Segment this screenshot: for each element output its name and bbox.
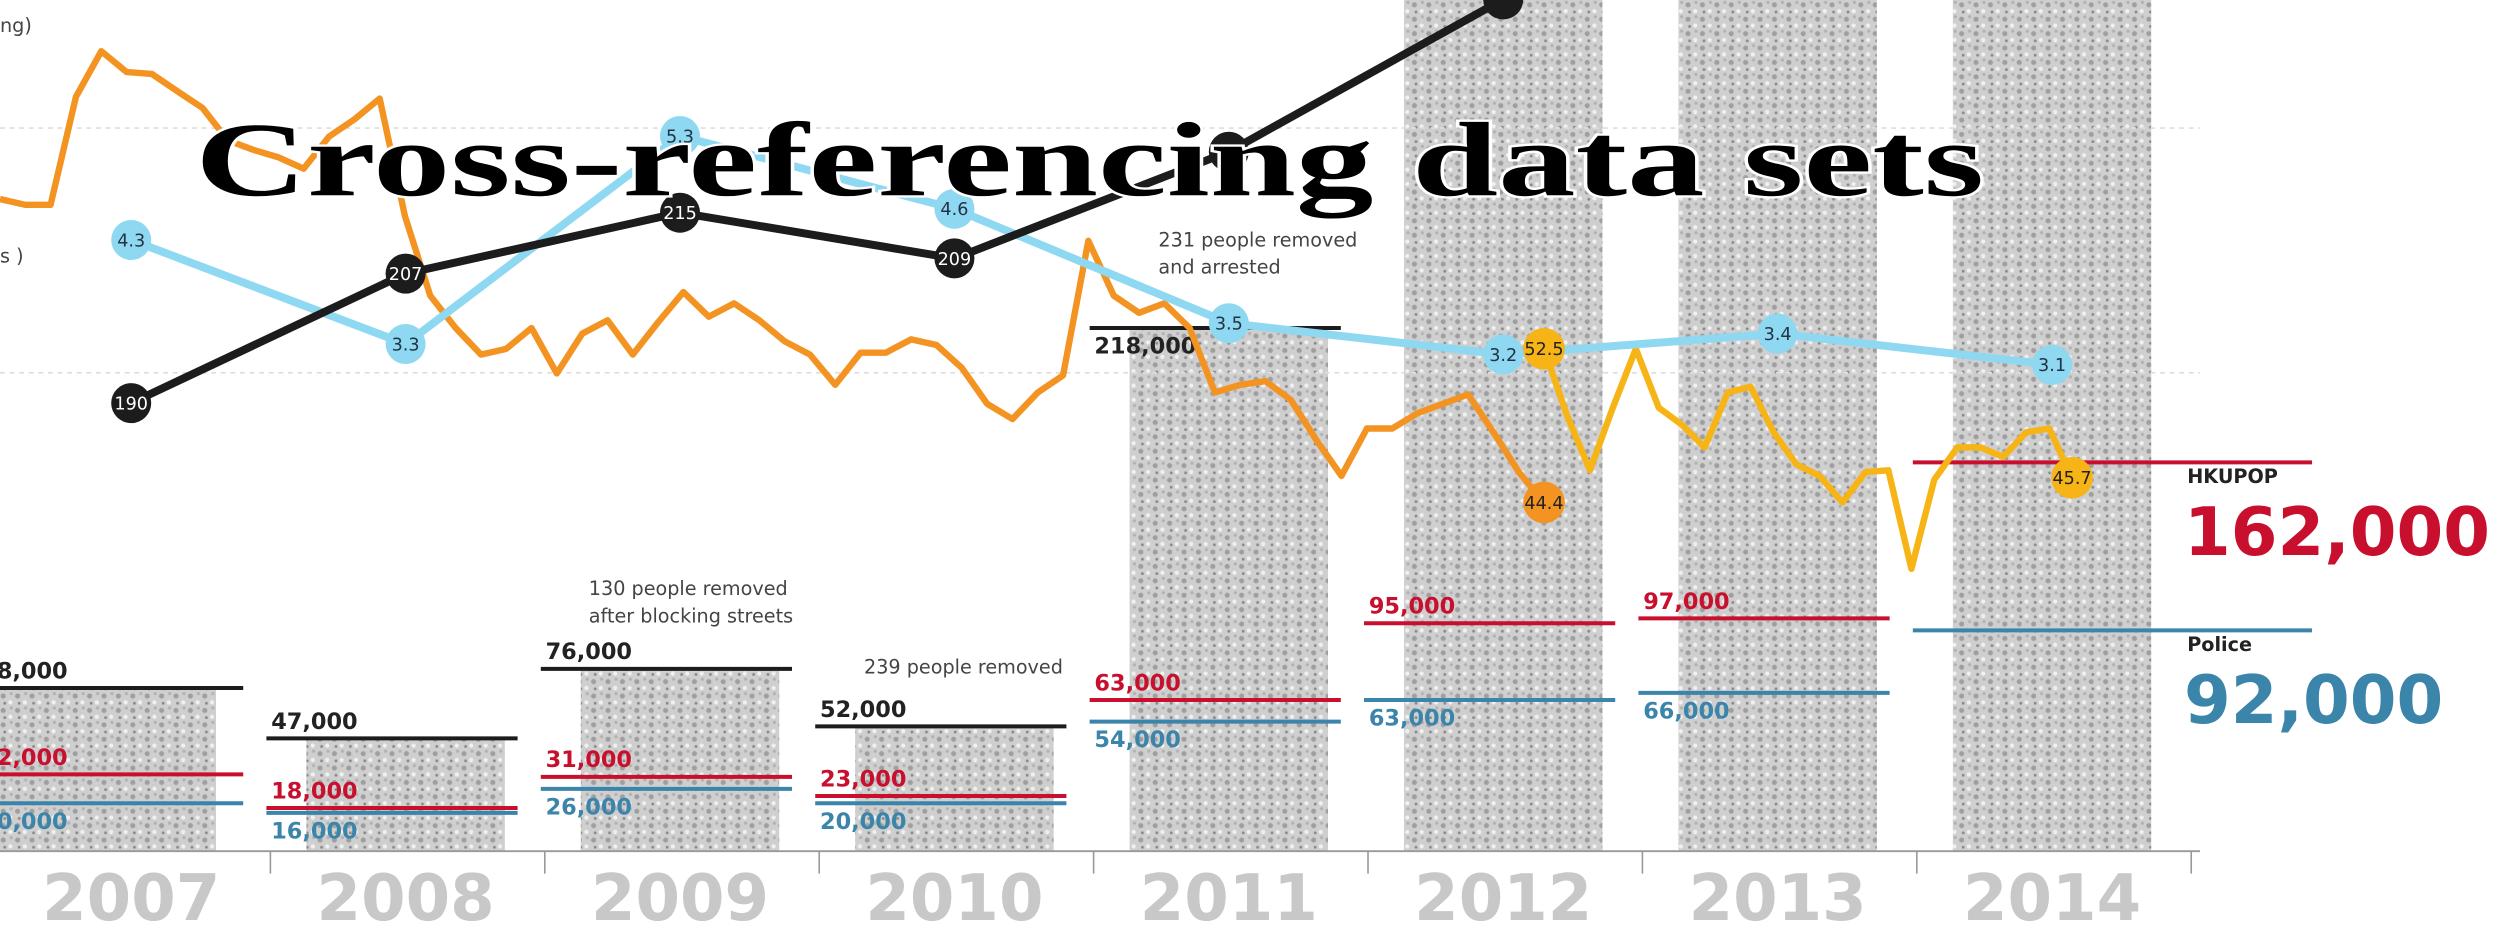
point: [2051, 456, 2093, 499]
crowd-label: 18,000: [271, 778, 357, 804]
crowd-label: 23,000: [820, 766, 906, 792]
point: [111, 220, 152, 261]
point-label: 44.4: [1524, 494, 1563, 514]
point: [1757, 313, 1798, 354]
crowd-label: 63,000: [1369, 706, 1455, 732]
point: [385, 324, 426, 365]
legend-name: HKUPOP: [2187, 465, 2278, 488]
point-label: 45.7: [2052, 469, 2091, 489]
point-label: 4.6: [940, 200, 968, 220]
point-label: 207: [389, 265, 423, 285]
crowd-label: 47,000: [271, 709, 357, 735]
point-label: 3.1: [2038, 356, 2066, 376]
year-label: 2011: [1140, 862, 1318, 929]
series-line: [129, 132, 2053, 369]
point-label: 209: [938, 250, 972, 270]
annotation: 239 people removed: [864, 656, 1063, 679]
crowd-layer: 8,000 47,000 76,000 52,000 218,000 2,000 18,00…: [0, 228, 2490, 844]
point: [1483, 334, 1524, 375]
rating-line: [0, 48, 1547, 505]
point: [111, 383, 152, 424]
crowd-label: 95,000: [1369, 594, 1455, 620]
annotation: 130 people removed: [589, 577, 788, 600]
crowd-label: 8,000: [0, 658, 68, 684]
rating-line: [1540, 345, 2075, 573]
point-label: 215: [663, 204, 697, 224]
point-label: 3.3: [392, 335, 420, 355]
point-label: 4.3: [117, 231, 145, 251]
year-label: 2010: [865, 862, 1043, 929]
annotation: after blocking streets: [589, 604, 793, 627]
crowd-label: 16,000: [271, 818, 357, 844]
annotation: and arrested: [1158, 256, 1280, 279]
crowd-label: 2,000: [0, 745, 68, 771]
crowd-photo: [1952, 0, 2152, 852]
point: [1523, 328, 1565, 370]
line-layer: 4.3 3.3 5.3 4.6 3.5 3.2 3.4 3.1 190 207 215 209 44.4…: [0, 0, 2093, 573]
big-value: 162,000: [2184, 493, 2490, 571]
point: [1523, 481, 1565, 524]
annotation: 231 people removed: [1158, 228, 1357, 251]
crowd-label: 52,000: [820, 697, 906, 723]
crowd-label: 20,000: [820, 809, 906, 835]
point-label: 190: [114, 394, 148, 414]
crowd-photo: [0, 688, 217, 852]
point: [660, 192, 701, 233]
crowd-label: 31,000: [546, 747, 632, 773]
point-label: 3.2: [1489, 346, 1517, 366]
point: [934, 188, 975, 229]
crowd-label: 66,000: [1643, 698, 1729, 724]
point: [1483, 0, 1524, 20]
crowd-label: 54,000: [1094, 727, 1180, 753]
crowd-photo: [306, 738, 505, 852]
point-label: 5.3: [666, 127, 694, 147]
crowd-label: 76,000: [546, 639, 632, 665]
crowd-label: 0,000: [0, 809, 68, 835]
legend-name: Police: [2187, 633, 2252, 656]
year-label: 2012: [1414, 862, 1592, 929]
series-line: [129, 0, 1506, 407]
point-label: 3.4: [1764, 325, 1792, 345]
crowd-label: 63,000: [1094, 670, 1180, 696]
crowd-label: 218,000: [1094, 334, 1196, 360]
crowd-label: 26,000: [546, 794, 632, 820]
crowd-photo: [855, 726, 1054, 852]
point-label: 3.5: [1215, 315, 1243, 335]
point: [1208, 131, 1249, 172]
point: [2032, 344, 2073, 385]
year-label: 2014: [1963, 862, 2141, 929]
edge-text: ng): [0, 14, 32, 37]
crowd-photo: [580, 668, 780, 852]
year-label: 2008: [317, 862, 495, 929]
crowd-photo: [1129, 328, 1329, 852]
point: [660, 116, 701, 157]
point-label: 52.5: [1524, 340, 1563, 360]
point: [385, 253, 426, 294]
year-label: 2013: [1689, 862, 1867, 929]
point: [934, 238, 975, 279]
edge-text: s ): [0, 244, 24, 267]
crowd-label: 97,000: [1643, 589, 1729, 615]
year-label: 2007: [42, 862, 220, 929]
point: [1208, 303, 1249, 344]
year-label: 2009: [591, 862, 769, 929]
big-value: 92,000: [2184, 661, 2443, 739]
slide-title: Cross-referencing data sets: [195, 101, 1984, 218]
